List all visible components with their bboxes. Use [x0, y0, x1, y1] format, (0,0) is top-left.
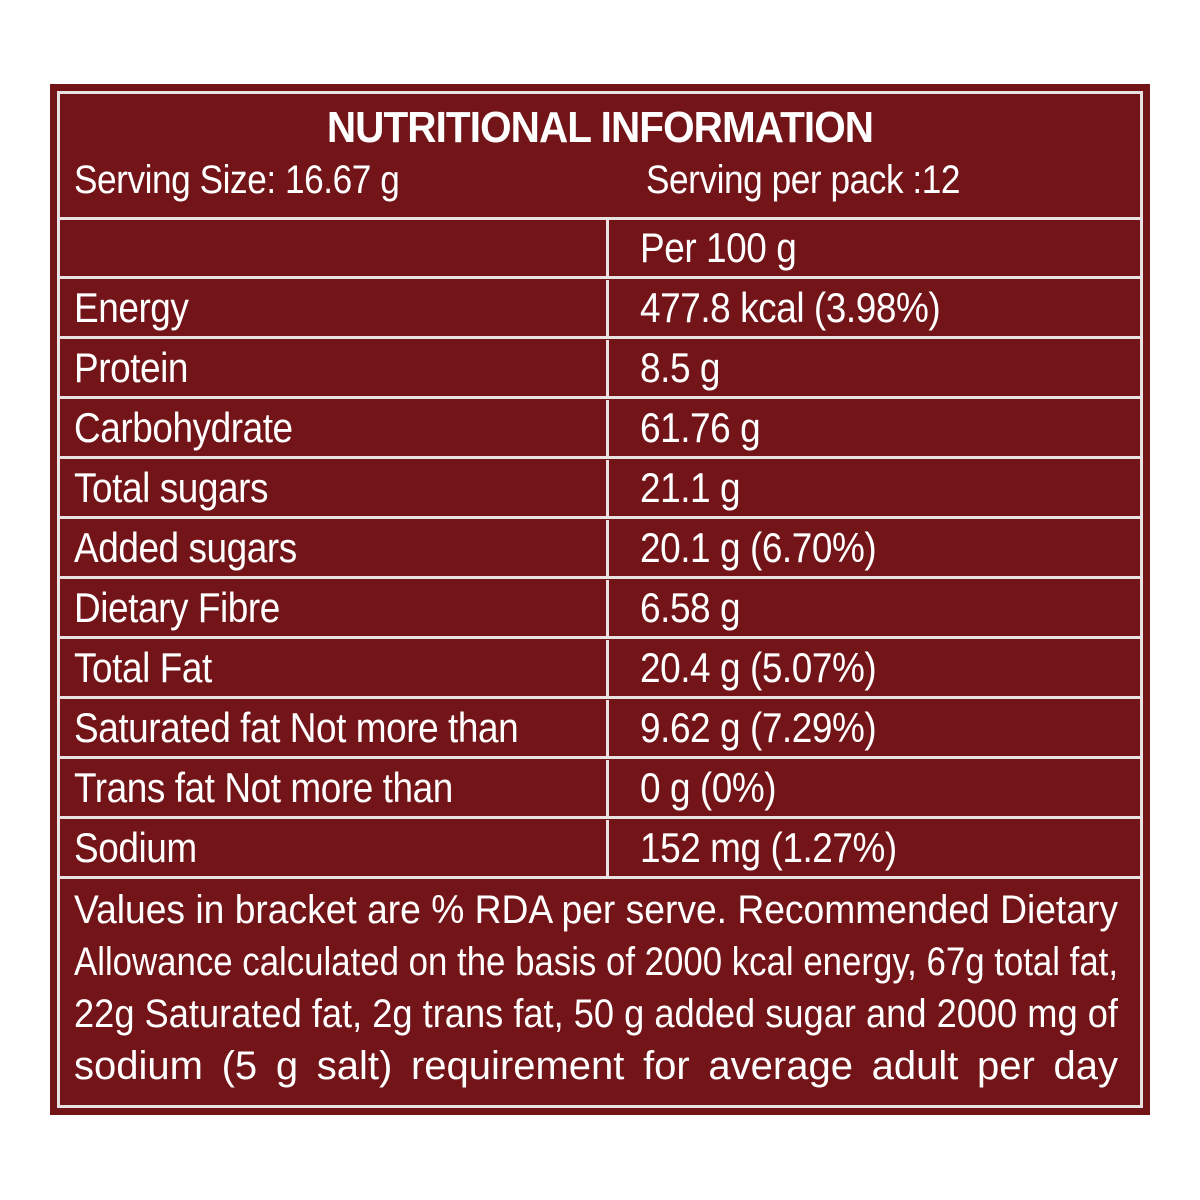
nutrient-value: 6.58 g — [640, 584, 741, 631]
column-divider — [606, 220, 609, 276]
table-row: Trans fat Not more than 0 g (0%) — [60, 760, 1140, 819]
column-divider — [606, 700, 609, 756]
nutrient-value: 20.1 g (6.70%) — [640, 524, 877, 571]
table-row: Saturated fat Not more than 9.62 g (7.29%… — [60, 700, 1140, 759]
panel-title: NUTRITIONAL INFORMATION — [326, 103, 874, 152]
nutrient-value: 20.4 g (5.07%) — [640, 644, 877, 691]
column-divider — [606, 520, 609, 576]
footnote-line: 22g Saturated fat, 2g trans fat, 50 g ad… — [74, 992, 1118, 1036]
table-row: Protein 8.5 g — [60, 340, 1140, 399]
footnote-line: sodium (5 g salt) requirement for averag… — [74, 1044, 1118, 1088]
nutrient-value: 8.5 g — [640, 344, 721, 391]
nutrient-value: 152 mg (1.27%) — [640, 824, 897, 871]
nutrient-label: Energy — [74, 284, 189, 331]
footnote-line: Values in bracket are % RDA per serve. R… — [74, 888, 1118, 932]
table-row: Total Fat 20.4 g (5.07%) — [60, 640, 1140, 699]
column-divider — [606, 400, 609, 456]
nutrient-label: Carbohydrate — [74, 404, 293, 451]
footnote-line: Allowance calculated on the basis of 200… — [74, 940, 1119, 984]
table-row: Energy 477.8 kcal (3.98%) — [60, 280, 1140, 339]
table-row: Added sugars 20.1 g (6.70%) — [60, 520, 1140, 579]
nutrient-label: Dietary Fibre — [74, 584, 280, 631]
table-row: Carbohydrate 61.76 g — [60, 400, 1140, 459]
table-row: Total sugars 21.1 g — [60, 460, 1140, 519]
column-header: Per 100 g — [640, 224, 797, 271]
column-divider — [606, 280, 609, 336]
column-divider — [606, 640, 609, 696]
serving-size: Serving Size: 16.67 g — [74, 158, 400, 202]
nutrient-label: Saturated fat Not more than — [74, 704, 519, 751]
nutrient-label: Sodium — [74, 824, 197, 871]
nutrient-label: Added sugars — [74, 524, 297, 571]
servings-per-pack: Serving per pack :12 — [646, 158, 961, 202]
nutrient-label: Total Fat — [74, 644, 212, 691]
nutrient-value: 0 g (0%) — [640, 764, 777, 811]
nutrient-value: 477.8 kcal (3.98%) — [640, 284, 941, 331]
nutrition-frame: NUTRITIONAL INFORMATION Serving Size: 16… — [57, 91, 1143, 1108]
nutrient-label: Protein — [74, 344, 189, 391]
nutrition-table: Per 100 g Energy 477.8 kcal (3.98%) Protei… — [60, 217, 1140, 880]
column-divider — [606, 760, 609, 816]
nutrient-value: 21.1 g — [640, 464, 741, 511]
column-divider — [606, 820, 609, 876]
column-divider — [606, 340, 609, 396]
footnote: Values in bracket are % RDA per serve. R… — [74, 884, 1118, 1092]
nutrition-panel: NUTRITIONAL INFORMATION Serving Size: 16… — [50, 84, 1150, 1115]
nutrient-label: Total sugars — [74, 464, 268, 511]
column-divider — [606, 580, 609, 636]
table-row: Dietary Fibre 6.58 g — [60, 580, 1140, 639]
nutrient-value: 9.62 g (7.29%) — [640, 704, 877, 751]
nutrient-label: Trans fat Not more than — [74, 764, 453, 811]
table-header-row: Per 100 g — [60, 220, 1140, 279]
column-divider — [606, 460, 609, 516]
nutrient-value: 61.76 g — [640, 404, 761, 451]
table-row: Sodium 152 mg (1.27%) — [60, 820, 1140, 879]
